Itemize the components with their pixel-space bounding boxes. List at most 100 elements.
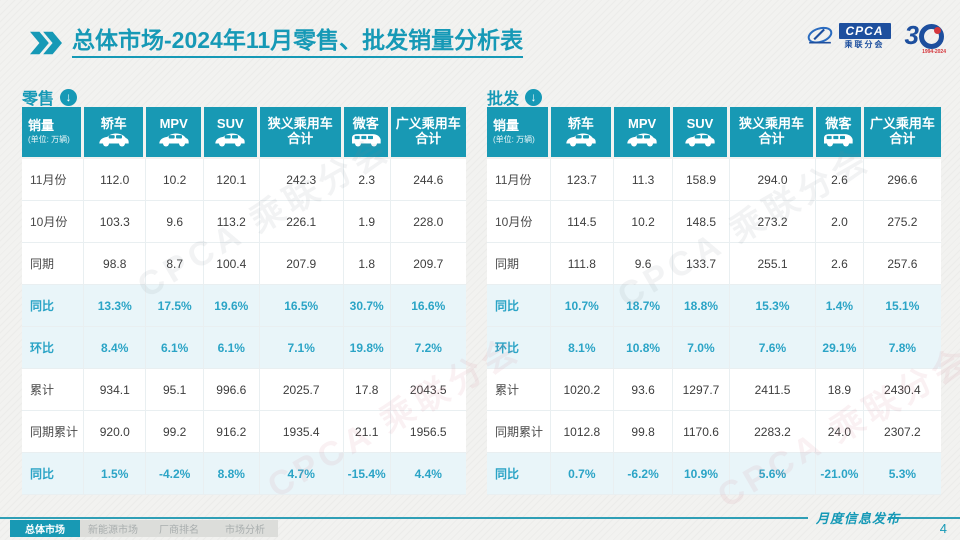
- cell-value: 1170.6: [673, 411, 730, 453]
- cell-value: 7.1%: [259, 327, 344, 369]
- cell-value: 99.8: [614, 411, 674, 453]
- table-row: 同比 13.3% 17.5% 19.6% 16.5% 30.7% 16.6%: [22, 285, 466, 327]
- cell-value: -6.2%: [614, 453, 674, 495]
- cell-value: 1012.8: [550, 411, 615, 453]
- row-label: 10月份: [487, 201, 551, 243]
- cell-value: 18.9: [816, 369, 864, 411]
- table-row: 11月份 112.0 10.2 120.1 242.3 2.3 244.6: [22, 159, 466, 201]
- cell-value: 113.2: [204, 201, 260, 243]
- cell-value: 207.9: [259, 243, 344, 285]
- sales-table: 销量 (单位: 万辆) 轿车 MPV SUV 狭义乘用车 合计 微客 广义乘用车 合计 11月份…: [487, 107, 941, 495]
- row-label: 同比: [22, 285, 85, 327]
- cell-value: 6.1%: [204, 327, 260, 369]
- footer-tab-market-analysis[interactable]: 市场分析: [225, 525, 265, 536]
- cell-value: 255.1: [729, 243, 817, 285]
- cell-value: 93.6: [614, 369, 674, 411]
- cell-value: 7.8%: [863, 327, 941, 369]
- column-header: MPV: [146, 107, 205, 159]
- footer-tab-nev-market[interactable]: 新能源市场: [88, 525, 138, 536]
- cell-value: 17.5%: [146, 285, 205, 327]
- footer-tab-manufacturer-ranking[interactable]: 厂商排名: [159, 525, 199, 536]
- column-header: 狭义乘用车 合计: [729, 107, 817, 159]
- table-row: 同期 111.8 9.6 133.7 255.1 2.6 257.6: [487, 243, 941, 285]
- retail-table: 销量 (单位: 万辆) 轿车 MPV SUV 狭义乘用车 合计 微客 广义乘用车 合计 11月份…: [22, 107, 466, 495]
- row-label: 同期: [487, 243, 551, 285]
- table-row: 同比 1.5% -4.2% 8.8% 4.7% -15.4% 4.4%: [22, 453, 466, 495]
- column-label: SUV: [686, 115, 714, 131]
- column-header: SUV: [673, 107, 730, 159]
- car-icon: [159, 133, 189, 147]
- anniversary-number: 3: [904, 20, 919, 50]
- cell-value: 123.7: [550, 159, 615, 201]
- cell-value: 24.0: [816, 411, 864, 453]
- cell-value: 1.8: [343, 243, 391, 285]
- row-label: 同期: [22, 243, 85, 285]
- cell-value: 8.7: [146, 243, 205, 285]
- cell-value: 257.6: [863, 243, 941, 285]
- column-header: 销量 (单位: 万辆): [487, 107, 551, 159]
- column-label: MPV: [159, 115, 188, 131]
- cell-value: 16.5%: [259, 285, 344, 327]
- cell-value: 21.1: [343, 411, 391, 453]
- cell-value: 996.6: [204, 369, 260, 411]
- wholesale-section-header: 批发 ↓: [487, 85, 543, 109]
- table-row: 累计 934.1 95.1 996.6 2025.7 17.8 2043.5: [22, 369, 466, 411]
- footer-rule-left: [0, 517, 808, 519]
- car-icon: [685, 133, 715, 147]
- retail-label: 零售: [22, 91, 55, 108]
- cell-value: 2.3: [343, 159, 391, 201]
- anniversary-years: 1994-2024: [922, 49, 946, 55]
- column-label: MPV: [628, 115, 657, 131]
- cell-value: 2283.2: [729, 411, 817, 453]
- cell-value: 11.3: [614, 159, 674, 201]
- sales-table: 销量 (单位: 万辆) 轿车 MPV SUV 狭义乘用车 合计 微客 广义乘用车 合计 11月份…: [22, 107, 466, 495]
- footer-tab-overall-market[interactable]: 总体市场: [10, 520, 80, 537]
- cell-value: 158.9: [673, 159, 730, 201]
- cell-value: 99.2: [146, 411, 205, 453]
- slide-header: 总体市场-2024年11月零售、批发销量分析表: [30, 27, 524, 59]
- cell-value: 19.8%: [343, 327, 391, 369]
- publication-label: 月度信息发布: [816, 511, 901, 526]
- cell-value: 10.2: [614, 201, 674, 243]
- van-icon: [351, 134, 381, 147]
- cell-value: 920.0: [84, 411, 147, 453]
- cell-value: 1.5%: [84, 453, 147, 495]
- cell-value: 4.4%: [390, 453, 466, 495]
- cell-value: 4.7%: [259, 453, 344, 495]
- cell-value: 0.7%: [550, 453, 615, 495]
- anniversary-ring-icon: [919, 24, 944, 49]
- cell-value: 19.6%: [204, 285, 260, 327]
- table-row: 环比 8.1% 10.8% 7.0% 7.6% 29.1% 7.8%: [487, 327, 941, 369]
- cell-value: 15.1%: [863, 285, 941, 327]
- cell-value: 244.6: [390, 159, 466, 201]
- cell-value: 7.6%: [729, 327, 817, 369]
- table-row: 同比 0.7% -6.2% 10.9% 5.6% -21.0% 5.3%: [487, 453, 941, 495]
- car-icon: [215, 133, 245, 147]
- wholesale-table: 销量 (单位: 万辆) 轿车 MPV SUV 狭义乘用车 合计 微客 广义乘用车 合计 11月份…: [487, 107, 941, 495]
- cell-value: 209.7: [390, 243, 466, 285]
- unit-label: (单位: 万辆): [493, 135, 535, 145]
- cell-value: 273.2: [729, 201, 817, 243]
- column-label: 广义乘用车 合计: [869, 116, 935, 146]
- cpca-logo: CPCA 乘联分会: [805, 22, 891, 49]
- cell-value: 10.7%: [550, 285, 615, 327]
- cell-value: 1956.5: [390, 411, 466, 453]
- cell-value: 2430.4: [863, 369, 941, 411]
- cell-value: 2025.7: [259, 369, 344, 411]
- column-label: 销量: [493, 117, 520, 133]
- cell-value: 2411.5: [729, 369, 817, 411]
- row-label: 同期累计: [22, 411, 85, 453]
- cell-value: 95.1: [146, 369, 205, 411]
- cell-value: 133.7: [673, 243, 730, 285]
- cell-value: 16.6%: [390, 285, 466, 327]
- column-header: 广义乘用车 合计: [863, 107, 941, 159]
- row-label: 同比: [22, 453, 85, 495]
- down-arrow-circle-icon: ↓: [525, 88, 543, 106]
- car-icon: [566, 133, 596, 147]
- footer-tab-group: 新能源市场 厂商排名 市场分析: [80, 520, 278, 537]
- cell-value: 1.4%: [816, 285, 864, 327]
- column-header: MPV: [614, 107, 674, 159]
- cell-value: 275.2: [863, 201, 941, 243]
- column-label: 轿车: [567, 115, 594, 131]
- cell-value: 29.1%: [816, 327, 864, 369]
